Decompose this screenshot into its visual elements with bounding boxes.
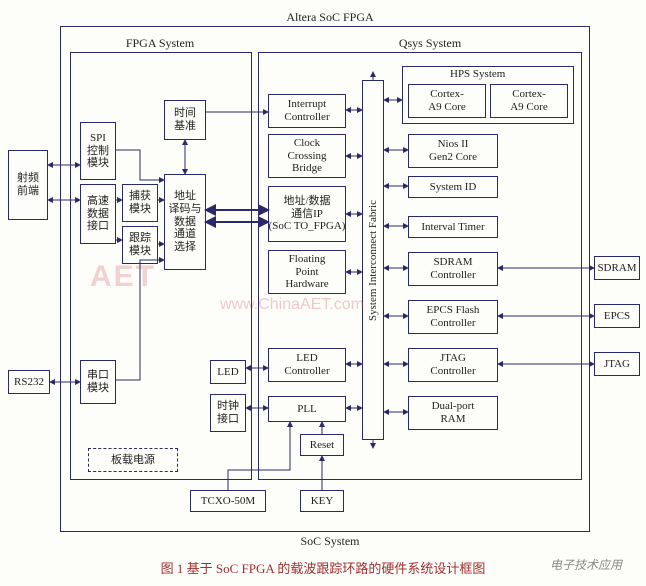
nios-ii-core-box: Nios II Gen2 Core <box>408 134 498 168</box>
addr-decode-box: 地址 译码与 数据 通道 选择 <box>164 174 206 270</box>
dual-port-ram-box: Dual-port RAM <box>408 396 498 430</box>
jtag-ext-box: JTAG <box>594 352 640 376</box>
hps-system-label: HPS System <box>450 68 505 80</box>
led-box: LED <box>210 360 246 384</box>
qsys-system-label: Qsys System <box>380 36 480 51</box>
capture-module-box: 捕获 模块 <box>122 184 158 222</box>
epcs-flash-controller-box: EPCS Flash Controller <box>408 300 498 334</box>
footer-logo-text: 电子技术应用 <box>550 556 622 573</box>
addr-data-ip-box: 地址/数据 通信IP (SoC TO_FPGA) <box>268 186 346 242</box>
spi-control-box: SPI 控制 模块 <box>80 122 116 180</box>
tcxo-box: TCXO-50M <box>190 490 266 512</box>
floating-point-box: Floating Point Hardware <box>268 250 346 294</box>
sdram-ext-box: SDRAM <box>594 256 640 280</box>
jtag-controller-box: JTAG Controller <box>408 348 498 382</box>
interval-timer-box: Interval Timer <box>408 216 498 238</box>
reset-box: Reset <box>300 434 344 456</box>
clock-if-box: 时钟 接口 <box>210 394 246 432</box>
rf-front-end-box: 射频 前端 <box>8 150 48 220</box>
fabric-label: System Interconnect Fabric <box>367 200 380 321</box>
led-controller-box: LED Controller <box>268 348 346 382</box>
high-speed-data-box: 高速 数据 接口 <box>80 184 116 244</box>
top-title: Altera SoC FPGA <box>250 10 410 25</box>
epcs-ext-box: EPCS <box>594 304 640 328</box>
rs232-box: RS232 <box>8 370 50 394</box>
key-box: KEY <box>300 490 344 512</box>
watermark-aet: AET <box>90 260 156 294</box>
onboard-power-box: 板载电源 <box>88 448 178 472</box>
track-module-box: 跟踪 模块 <box>122 226 158 264</box>
system-id-box: System ID <box>408 176 498 198</box>
sdram-controller-box: SDRAM Controller <box>408 252 498 286</box>
soc-system-label: SoC System <box>270 534 390 549</box>
cortex-a9-core-a-box: Cortex- A9 Core <box>408 84 486 118</box>
watermark-url: www.ChinaAET.com <box>220 296 364 314</box>
serial-module-box: 串口 模块 <box>80 360 116 404</box>
interrupt-controller-box: Interrupt Controller <box>268 94 346 128</box>
cortex-a9-core-b-box: Cortex- A9 Core <box>490 84 568 118</box>
fpga-system-label: FPGA System <box>110 36 210 51</box>
system-interconnect-fabric-box: System Interconnect Fabric <box>362 80 384 440</box>
clock-crossing-bridge-box: Clock Crossing Bridge <box>268 134 346 178</box>
pll-box: PLL <box>268 396 346 422</box>
time-ref-box: 时间 基准 <box>164 100 206 140</box>
